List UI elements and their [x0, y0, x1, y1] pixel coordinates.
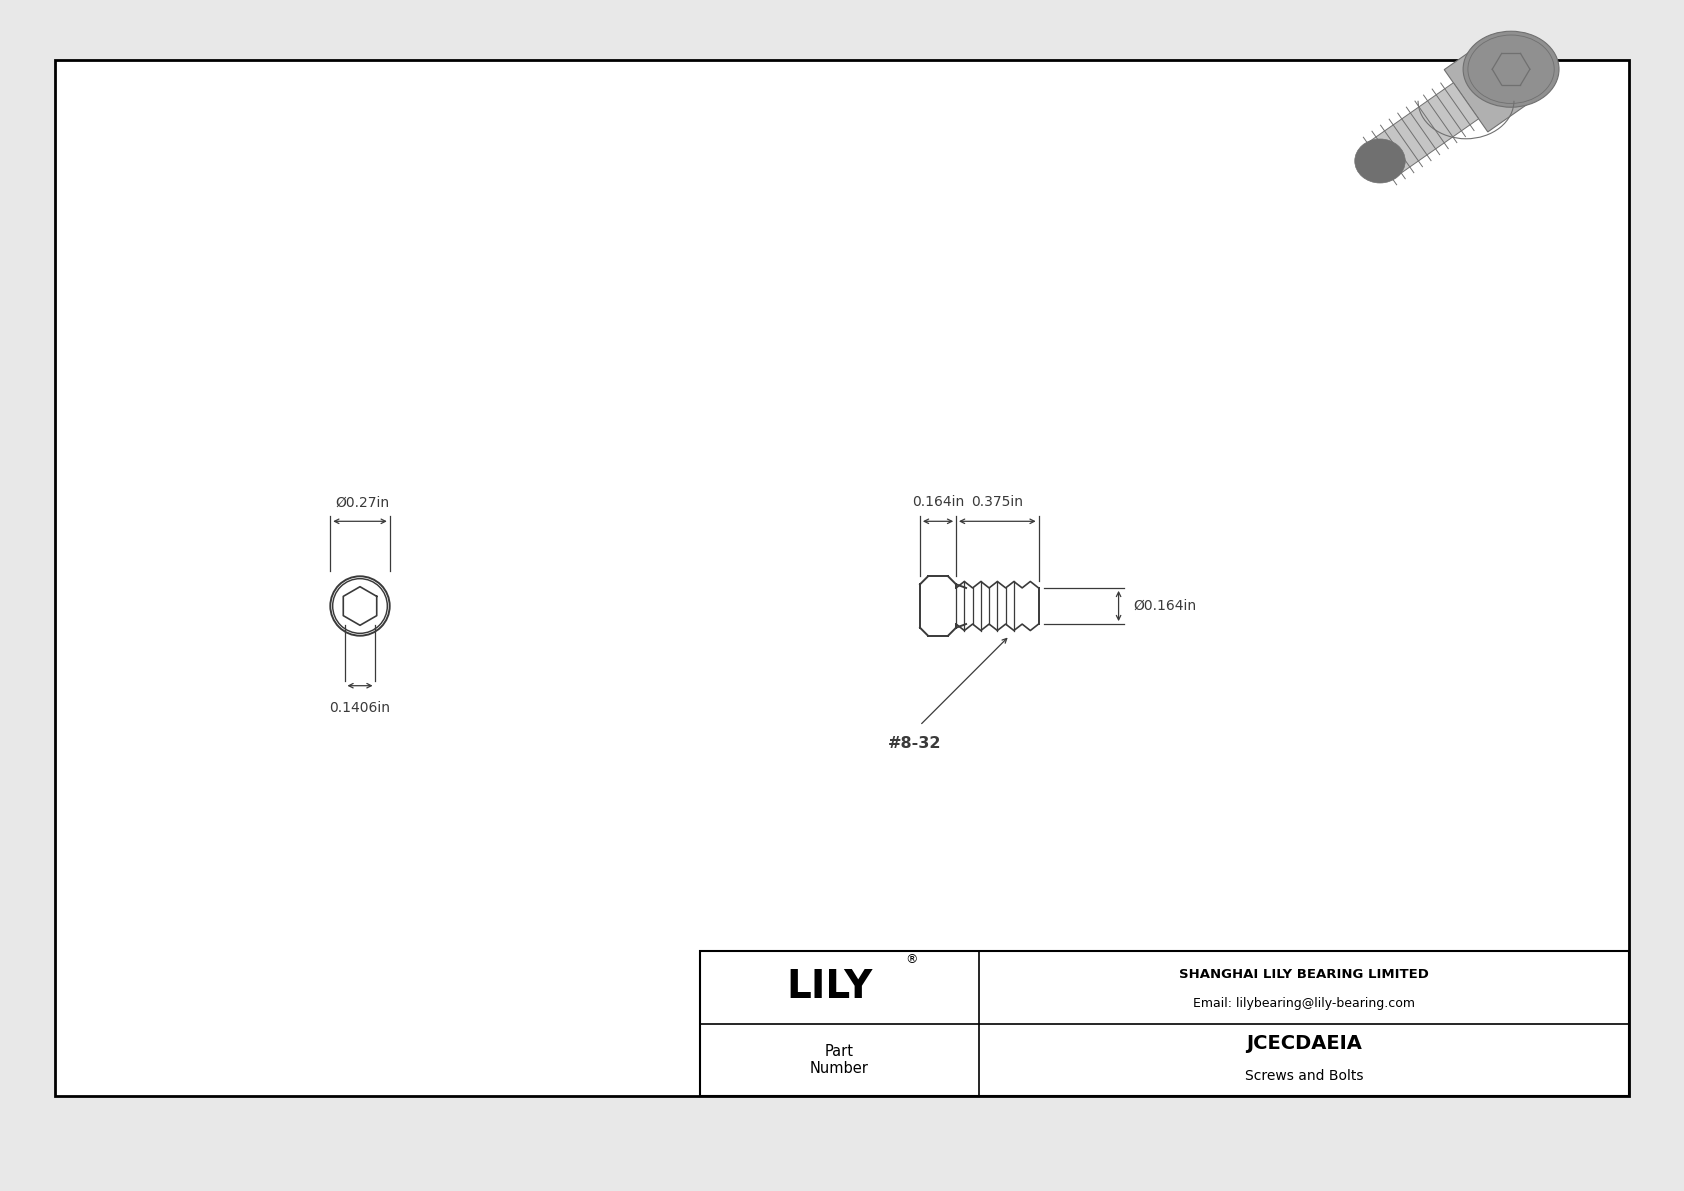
Text: SHANGHAI LILY BEARING LIMITED: SHANGHAI LILY BEARING LIMITED — [1179, 968, 1428, 980]
Ellipse shape — [1354, 139, 1404, 183]
Text: 0.375in: 0.375in — [972, 495, 1024, 510]
Text: JCECDAEIA: JCECDAEIA — [1246, 1034, 1362, 1053]
Text: Screws and Bolts: Screws and Bolts — [1244, 1068, 1362, 1083]
Text: Ø0.27in: Ø0.27in — [335, 495, 389, 510]
Polygon shape — [1445, 38, 1532, 132]
Text: ®: ® — [904, 953, 918, 966]
Text: Part
Number: Part Number — [810, 1043, 869, 1075]
Text: Ø0.164in: Ø0.164in — [1133, 599, 1197, 613]
Text: 0.1406in: 0.1406in — [330, 700, 391, 715]
Polygon shape — [1367, 82, 1479, 179]
Text: LILY: LILY — [786, 968, 872, 1006]
Text: 0.164in: 0.164in — [913, 495, 965, 510]
Text: #8-32: #8-32 — [887, 736, 941, 750]
Bar — [56, 60, 1628, 1096]
Bar — [701, 950, 1628, 1096]
Ellipse shape — [1463, 31, 1559, 107]
Text: Email: lilybearing@lily-bearing.com: Email: lilybearing@lily-bearing.com — [1192, 997, 1415, 1010]
